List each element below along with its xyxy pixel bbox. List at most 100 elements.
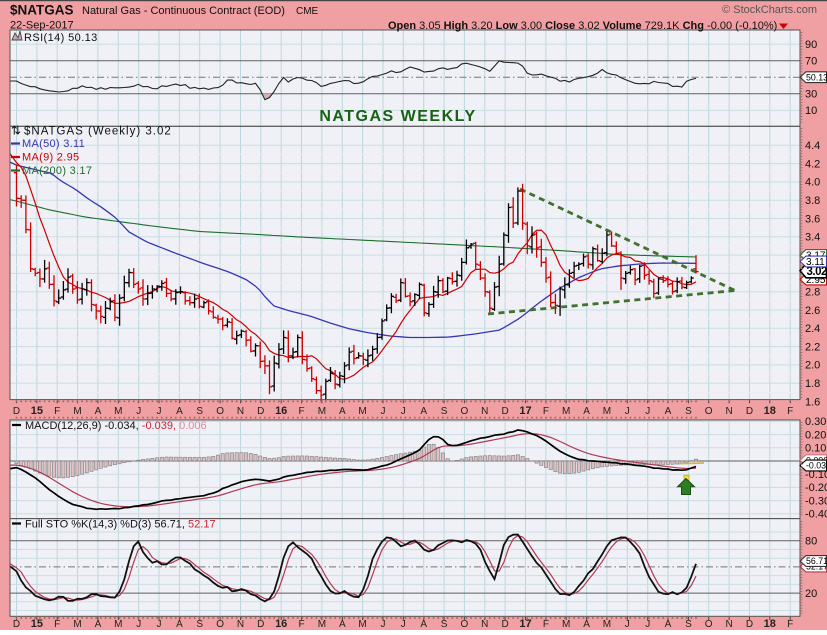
svg-text:M: M: [562, 619, 570, 630]
svg-text:O: O: [461, 406, 469, 417]
svg-text:-0.40: -0.40: [805, 509, 827, 521]
svg-text:MA(50) 3.11: MA(50) 3.11: [22, 138, 85, 150]
svg-text:F: F: [543, 406, 549, 417]
svg-text:0.30: 0.30: [805, 416, 826, 428]
svg-text:56.71: 56.71: [806, 556, 827, 566]
svg-text:$NATGAS: $NATGAS: [10, 3, 74, 18]
svg-text:16: 16: [275, 405, 287, 417]
svg-text:© StockCharts.com: © StockCharts.com: [722, 4, 817, 16]
svg-text:CME: CME: [296, 6, 319, 17]
svg-text:O: O: [705, 406, 713, 417]
svg-text:O: O: [216, 619, 224, 630]
svg-text:D: D: [257, 406, 264, 417]
svg-text:D: D: [257, 619, 264, 630]
svg-text:O: O: [216, 406, 224, 417]
svg-text:4.0: 4.0: [805, 177, 820, 189]
svg-text:15: 15: [31, 405, 43, 417]
svg-text:M: M: [114, 619, 122, 630]
svg-text:D: D: [13, 619, 20, 630]
svg-text:J: J: [625, 619, 630, 630]
svg-text:A: A: [339, 406, 346, 417]
svg-text:D: D: [501, 619, 508, 630]
svg-text:$NATGAS (Weekly) 3.02: $NATGAS (Weekly) 3.02: [24, 126, 172, 138]
svg-text:22-Sep-2017: 22-Sep-2017: [10, 20, 74, 32]
svg-text:J: J: [136, 619, 141, 630]
svg-text:D: D: [746, 619, 753, 630]
svg-text:1.8: 1.8: [805, 378, 820, 390]
svg-text:17: 17: [519, 405, 531, 417]
svg-text:N: N: [725, 406, 732, 417]
svg-text:S: S: [685, 619, 692, 630]
svg-text:A: A: [583, 619, 590, 630]
svg-text:0.20: 0.20: [805, 429, 826, 441]
svg-text:D: D: [501, 406, 508, 417]
svg-text:J: J: [381, 619, 386, 630]
svg-text:F: F: [298, 406, 304, 417]
svg-text:N: N: [725, 619, 732, 630]
svg-text:A: A: [665, 406, 672, 417]
svg-text:-0.03: -0.03: [806, 461, 826, 471]
svg-text:⇅: ⇅: [11, 124, 21, 138]
svg-text:J: J: [645, 619, 650, 630]
svg-text:F: F: [543, 619, 549, 630]
svg-text:D: D: [13, 406, 20, 417]
svg-text:Natural Gas - Continuous Contr: Natural Gas - Continuous Contract (EOD): [82, 5, 285, 17]
svg-text:M: M: [73, 406, 81, 417]
svg-text:A: A: [420, 406, 427, 417]
svg-text:Full STO %K(14,3) %D(3) 56.71,: Full STO %K(14,3) %D(3) 56.71, 52.17: [25, 519, 216, 531]
svg-text:MA(200) 3.17: MA(200) 3.17: [22, 165, 92, 177]
svg-text:2.8: 2.8: [805, 287, 820, 299]
svg-text:3.6: 3.6: [805, 213, 820, 225]
svg-text:A: A: [420, 619, 427, 630]
svg-text:O: O: [705, 619, 713, 630]
svg-text:N: N: [237, 619, 244, 630]
svg-text:M: M: [358, 406, 366, 417]
svg-text:A: A: [665, 619, 672, 630]
svg-text:3.11: 3.11: [806, 257, 825, 268]
svg-text:M: M: [114, 406, 122, 417]
svg-text:M: M: [603, 619, 611, 630]
svg-text:18: 18: [764, 405, 776, 417]
svg-text:M: M: [73, 619, 81, 630]
svg-text:2.4: 2.4: [805, 323, 820, 335]
svg-text:M: M: [603, 406, 611, 417]
svg-text:S: S: [196, 406, 203, 417]
svg-text:2.6: 2.6: [805, 305, 820, 317]
svg-text:A: A: [176, 619, 183, 630]
svg-text:2.2: 2.2: [805, 341, 820, 353]
svg-text:J: J: [157, 406, 162, 417]
svg-text:A: A: [95, 406, 102, 417]
svg-text:70: 70: [805, 56, 817, 68]
svg-text:Open 3.05 High 3.20 Low 3.00 C: Open 3.05 High 3.20 Low 3.00 Close 3.02 …: [388, 20, 777, 32]
svg-text:MA(9) 2.95: MA(9) 2.95: [22, 152, 79, 164]
svg-text:A: A: [95, 619, 102, 630]
svg-text:S: S: [441, 406, 448, 417]
svg-text:RSI(14) 50.13: RSI(14) 50.13: [24, 32, 98, 44]
svg-text:O: O: [461, 619, 469, 630]
svg-text:80: 80: [805, 536, 817, 548]
svg-text:MACD(12,26,9) -0.034, -0.039,: MACD(12,26,9) -0.034, -0.039, 0.006: [25, 420, 207, 432]
svg-text:S: S: [441, 619, 448, 630]
svg-text:S: S: [685, 406, 692, 417]
svg-text:A: A: [583, 406, 590, 417]
svg-text:J: J: [401, 619, 406, 630]
svg-text:30: 30: [805, 89, 817, 101]
svg-text:F: F: [787, 406, 793, 417]
svg-text:J: J: [645, 406, 650, 417]
svg-text:N: N: [237, 406, 244, 417]
svg-text:M: M: [318, 406, 326, 417]
svg-text:J: J: [136, 406, 141, 417]
svg-text:N: N: [481, 619, 488, 630]
svg-text:J: J: [401, 406, 406, 417]
svg-text:F: F: [298, 619, 304, 630]
svg-text:M: M: [358, 619, 366, 630]
svg-text:-0.30: -0.30: [805, 495, 827, 507]
svg-text:N: N: [481, 406, 488, 417]
svg-text:M: M: [318, 619, 326, 630]
svg-text:4.2: 4.2: [805, 158, 820, 170]
svg-text:D: D: [746, 406, 753, 417]
svg-text:F: F: [54, 619, 60, 630]
svg-text:0.10: 0.10: [805, 443, 826, 455]
svg-text:J: J: [625, 406, 630, 417]
svg-text:A: A: [339, 619, 346, 630]
